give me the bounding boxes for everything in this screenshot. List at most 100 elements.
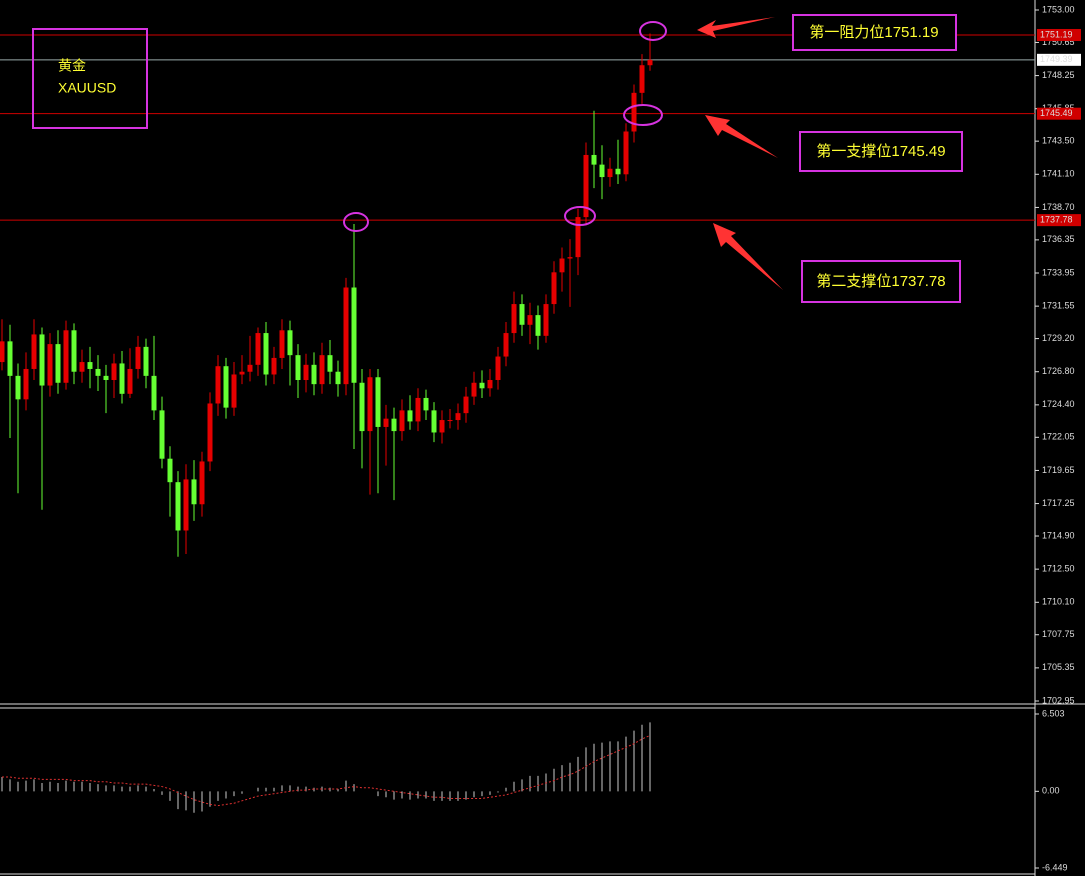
candle-body — [231, 374, 237, 408]
y-tick-label: 1738.70 — [1042, 202, 1075, 212]
candle-body — [319, 355, 325, 385]
annotation-box — [799, 131, 963, 172]
y-tick-label: 1705.35 — [1042, 662, 1075, 672]
candle-body — [431, 410, 437, 433]
candle-body — [599, 164, 605, 178]
arrow — [705, 115, 778, 158]
candle-body — [127, 368, 133, 394]
candle-body — [223, 366, 229, 408]
y-tick-label: 1719.65 — [1042, 465, 1075, 475]
plot: 1753.001750.651748.251745.851743.501741.… — [0, 4, 1081, 872]
y-tick-label: -6.449 — [1042, 862, 1068, 872]
level-tag — [1037, 214, 1081, 227]
candle-body — [167, 458, 173, 483]
candle-body — [367, 377, 373, 432]
candle-body — [487, 380, 493, 389]
candle-body — [15, 375, 21, 400]
candle-body — [287, 330, 293, 356]
highlight — [639, 21, 667, 41]
candle-body — [567, 257, 573, 259]
candle-body — [111, 363, 117, 381]
y-tick-label: 1707.75 — [1042, 629, 1075, 639]
symbol-name: 黄金 — [58, 58, 86, 74]
current-price-label: 1749.39 — [1040, 54, 1073, 64]
candle-body — [631, 92, 637, 132]
candle-body — [199, 461, 205, 505]
candle-body — [423, 397, 429, 411]
y-tick-label: 1741.10 — [1042, 169, 1075, 179]
candle-body — [47, 344, 53, 386]
candle-body — [87, 362, 93, 369]
candle-body — [439, 420, 445, 433]
arrow — [713, 223, 783, 290]
y-tick-label: 6.503 — [1042, 708, 1065, 718]
candle-body — [95, 368, 101, 376]
candle-body — [383, 418, 389, 427]
level-tag — [1037, 28, 1081, 41]
level-label: 1751.19 — [1040, 29, 1073, 39]
candle-body — [535, 315, 541, 336]
y-tick-label: 1736.35 — [1042, 234, 1075, 244]
candle-body — [511, 304, 517, 334]
y-tick-label: 1714.90 — [1042, 530, 1075, 540]
candle-body — [23, 368, 29, 400]
candle-body — [247, 364, 253, 372]
y-tick-label: 1722.05 — [1042, 432, 1075, 442]
y-tick-label: 1733.95 — [1042, 267, 1075, 277]
candle-body — [159, 410, 165, 459]
candle-body — [335, 371, 341, 385]
y-tick-label: 1753.00 — [1042, 4, 1075, 14]
candle-body — [519, 304, 525, 325]
candle-body — [183, 479, 189, 531]
candle-body — [191, 479, 197, 505]
candle-body — [119, 363, 125, 394]
candle-body — [39, 334, 45, 386]
level-label: 1737.78 — [1040, 215, 1073, 225]
arrow — [697, 17, 775, 38]
y-tick-label: 0.00 — [1042, 786, 1060, 796]
candle-body — [407, 410, 413, 422]
candle-body — [71, 330, 77, 372]
candle-body — [583, 154, 589, 218]
candle-body — [151, 375, 157, 411]
candle-body — [647, 59, 653, 66]
candle-body — [271, 357, 277, 375]
y-tick-label: 1717.25 — [1042, 498, 1075, 508]
candle-body — [359, 382, 365, 432]
candle-body — [527, 315, 533, 325]
candle-body — [263, 333, 269, 375]
candle-body — [55, 344, 61, 383]
candle-body — [623, 131, 629, 175]
annotation: 第二支撑位1737.78 — [816, 272, 945, 290]
candle-body — [207, 403, 213, 462]
annotation-box — [801, 260, 961, 303]
candle-body — [175, 482, 181, 531]
y-tick-label: 1712.50 — [1042, 564, 1075, 574]
candle-body — [447, 420, 453, 422]
candle-body — [415, 397, 421, 422]
y-tick-label: 1750.65 — [1042, 37, 1075, 47]
level-label: 1745.49 — [1040, 108, 1073, 118]
highlight — [564, 206, 596, 226]
candle-body — [215, 366, 221, 404]
candle-body — [551, 272, 557, 305]
y-tick-label: 1726.80 — [1042, 366, 1075, 376]
candle-body — [303, 364, 309, 381]
candle-body — [559, 258, 565, 273]
candle-body — [31, 334, 37, 369]
candle-body — [639, 65, 645, 93]
candle-body — [103, 375, 109, 381]
candle-body — [479, 382, 485, 389]
candle-body — [575, 217, 581, 258]
candle-body — [343, 287, 349, 385]
y-tick-label: 1702.95 — [1042, 695, 1075, 705]
candle-body — [295, 355, 301, 381]
candle-body — [375, 377, 381, 427]
candle-body — [327, 355, 333, 372]
candle-body — [279, 330, 285, 358]
candle-body — [543, 304, 549, 336]
candle-body — [255, 333, 261, 365]
y-tick-label: 1724.40 — [1042, 399, 1075, 409]
candle-body — [463, 396, 469, 414]
